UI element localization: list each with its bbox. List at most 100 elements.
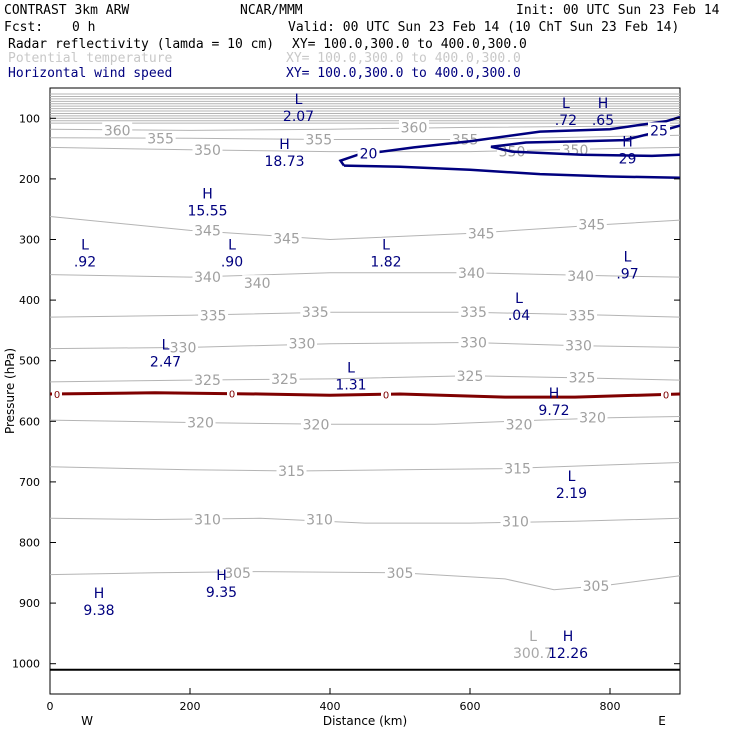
- x-tick-label: 0: [47, 700, 54, 713]
- theta-label-bg: [300, 304, 331, 320]
- x-axis-label: Distance (km): [323, 714, 407, 728]
- theta-contour-label: 325: [457, 369, 484, 385]
- theta-contour-label: 355: [147, 131, 174, 147]
- y-tick-label: 1000: [12, 658, 40, 671]
- y-tick-label: 700: [19, 476, 40, 489]
- valid-time: Valid: 00 UTC Sun 23 Feb 14 (10 ChT Sun …: [288, 20, 679, 35]
- theta-label-bg: [504, 416, 534, 432]
- field-2-xy: XY= 100.0,300.0 to 400.0,300.0: [286, 51, 521, 66]
- reflectivity-contours: 0 0 0 0: [49, 387, 681, 401]
- low-marker-letter: L: [562, 96, 570, 112]
- high-marker-value: 9.35: [206, 585, 237, 601]
- theta-contour-label: 325: [271, 372, 298, 388]
- reflectivity-contour-label: 0: [229, 390, 235, 401]
- theta-contour-label: 330: [289, 337, 316, 353]
- high-marker-value: .65: [592, 113, 614, 129]
- low-marker-value: .90: [221, 255, 243, 271]
- theta-contour-label: 320: [506, 417, 533, 433]
- high-marker-letter: H: [279, 137, 290, 153]
- theta-label-bg: [563, 337, 594, 353]
- theta-label-bg: [192, 222, 223, 238]
- theta-contour-label: 340: [194, 270, 221, 286]
- high-marker-value: 29: [619, 152, 637, 168]
- theta-label-bg: [303, 131, 334, 147]
- model-title: CONTRAST 3km ARW: [4, 3, 129, 18]
- low-marker-value: .04: [508, 308, 530, 324]
- theta-contour-label: 330: [170, 340, 197, 356]
- theta-contour-label: 360: [401, 120, 428, 136]
- theta-contour-label: 315: [278, 464, 305, 480]
- theta-label-bg: [198, 307, 229, 323]
- y-tick-label: 800: [19, 537, 40, 550]
- high-marker-value: 9.38: [83, 603, 114, 619]
- wind-contour-label: 25: [650, 123, 668, 139]
- theta-contour-label: 345: [578, 217, 605, 233]
- theta-contour-label: 320: [579, 411, 606, 427]
- y-tick-label: 500: [19, 355, 40, 368]
- theta-label-bg: [102, 122, 133, 138]
- wind-label-bg: [648, 122, 670, 138]
- theta-label-bg: [466, 225, 497, 241]
- theta-contour-label: 335: [460, 305, 487, 321]
- x-tick-label: 600: [460, 700, 481, 713]
- field-1-xy: XY= 100.0,300.0 to 400.0,300.0: [292, 37, 527, 52]
- theta-contour-label: 305: [583, 579, 610, 595]
- forecast-hour: 0 h: [72, 20, 95, 35]
- theta-contour-label: 340: [244, 276, 271, 292]
- high-marker-letter: H: [622, 135, 633, 151]
- theta-contour-label: 315: [504, 462, 531, 478]
- theta-label-bg: [567, 307, 597, 323]
- y-axis-label: Pressure (hPa): [3, 348, 17, 434]
- wind-contour-25: [490, 124, 681, 158]
- field-1-name: Radar reflectivity (lamda = 10 cm): [8, 37, 274, 52]
- theta-contour-315: [49, 462, 681, 472]
- field-3-xy: XY= 100.0,300.0 to 400.0,300.0: [286, 66, 521, 81]
- potential-temperature-contours: 305 305 305 310 310 310 315 315 320 320 320 320 325 3…: [49, 119, 681, 595]
- theta-contour-label: 350: [194, 143, 221, 159]
- low-marker-letter: L: [382, 238, 390, 254]
- theta-contour-345: [49, 216, 681, 241]
- high-marker-letter: H: [563, 629, 574, 645]
- theta-label-bg: [242, 275, 273, 291]
- high-marker-letter: H: [598, 96, 609, 112]
- theta-label-bg: [385, 564, 415, 580]
- high-marker-value: 15.55: [187, 204, 227, 220]
- theta-contour-310: [49, 517, 681, 524]
- theta-label-bg: [271, 230, 302, 246]
- theta-contour-label: 350: [562, 143, 589, 159]
- theta-contour-label: 310: [502, 514, 529, 530]
- low-marker-value: 2.19: [556, 486, 587, 502]
- theta-label-bg: [222, 564, 253, 580]
- theta-contour-label: 335: [200, 308, 227, 324]
- theta-label-bg: [145, 130, 176, 146]
- theta-contour-335: [49, 311, 681, 318]
- theta-contour-label: 325: [194, 373, 221, 389]
- high-marker-value: 18.73: [264, 154, 304, 170]
- low-marker-letter: L: [529, 629, 537, 645]
- low-marker-value: 300.7: [513, 646, 553, 662]
- low-marker-value: 1.31: [335, 378, 366, 394]
- theta-contour-360: [49, 125, 681, 131]
- low-marker-letter: L: [162, 338, 170, 354]
- x-axis-ticks: 0 200 400 600 800: [47, 688, 621, 713]
- theta-contour-label: 335: [302, 305, 329, 321]
- theta-contour-label: 310: [306, 512, 333, 528]
- low-marker-value: .72: [555, 113, 577, 129]
- plot-area: [49, 87, 681, 695]
- theta-label-bg: [192, 372, 223, 388]
- theta-contour-340: [49, 272, 681, 278]
- theta-label-bg: [577, 409, 608, 425]
- reflectivity-label-bg: [661, 388, 671, 401]
- theta-label-bg: [576, 216, 607, 232]
- wind-contour-20: [338, 115, 681, 167]
- theta-label-bg: [192, 141, 223, 157]
- theta-contour-350: [49, 146, 681, 153]
- x-tick-label: 400: [320, 700, 341, 713]
- x-tick-label: 800: [600, 700, 621, 713]
- theta-label-bg: [287, 335, 317, 351]
- x-tick-label: 200: [180, 700, 201, 713]
- low-marker-letter: L: [568, 469, 576, 485]
- theta-label-bg: [301, 416, 331, 432]
